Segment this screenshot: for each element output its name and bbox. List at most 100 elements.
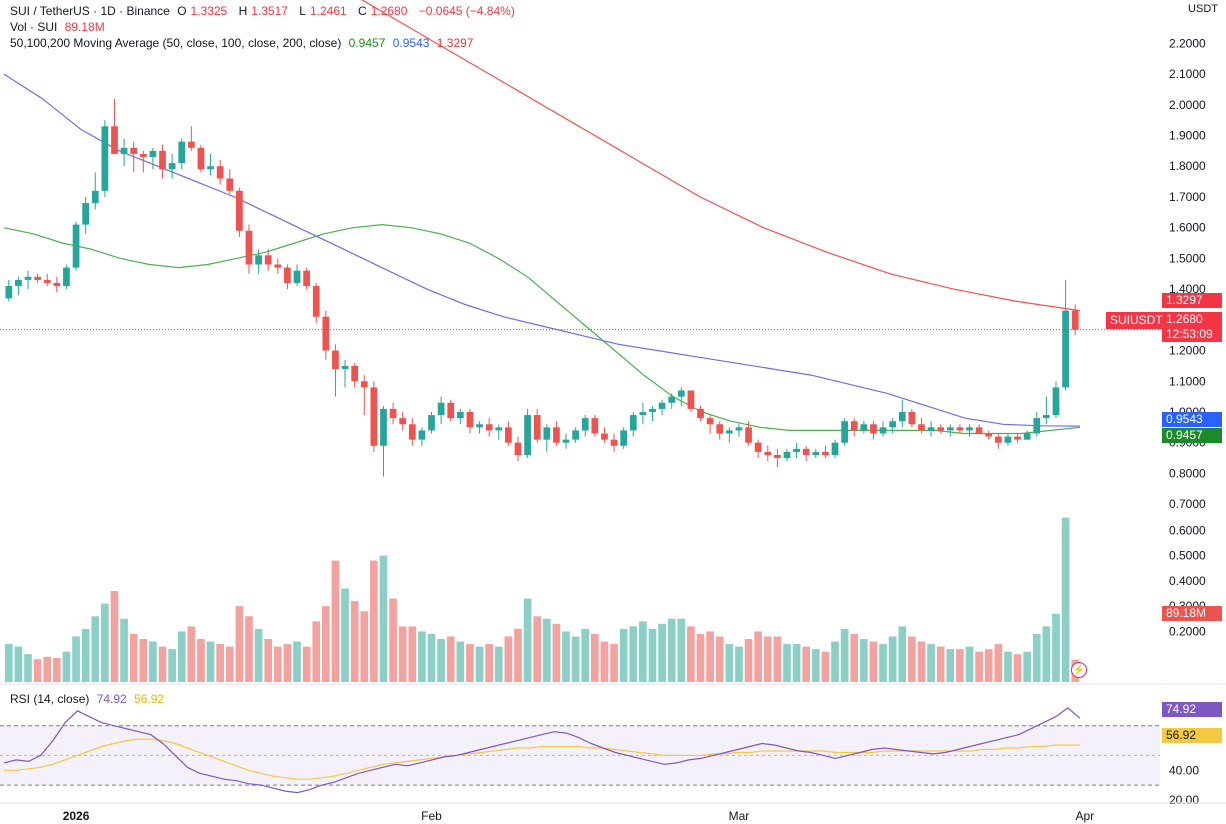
- volume-bar: [466, 644, 474, 682]
- last-price-value: 1.2680: [1166, 312, 1203, 326]
- price-tick-label: 2.0000: [1169, 98, 1206, 112]
- volume-bar: [648, 628, 657, 682]
- price-tick-label: 1.1000: [1169, 374, 1206, 388]
- low-label: L 1.2461: [299, 4, 347, 18]
- volume-label: Vol · SUI: [10, 20, 58, 34]
- volume-bar: [91, 616, 100, 682]
- candle-body: [1033, 418, 1041, 434]
- volume-bar: [389, 598, 397, 682]
- volume-bar: [917, 641, 926, 682]
- candle-body: [312, 286, 320, 317]
- candle-body: [1014, 436, 1021, 440]
- candle-body: [293, 270, 301, 283]
- volume-bar: [62, 651, 71, 682]
- candle-body: [322, 316, 330, 351]
- candle-body: [82, 203, 90, 225]
- volume-bar: [792, 644, 801, 682]
- volume-bar: [744, 639, 753, 682]
- lightning-icon[interactable]: ⚡: [1071, 662, 1087, 678]
- candle-body: [562, 439, 570, 443]
- volume-bar: [293, 641, 301, 682]
- volume-bar: [783, 644, 791, 682]
- candle-body: [476, 424, 483, 428]
- volume-bar: [1052, 613, 1060, 682]
- candle-body: [543, 427, 551, 440]
- rsi-label: RSI (14, close): [10, 692, 90, 706]
- volume-bar: [984, 649, 993, 682]
- volume-bar: [677, 618, 686, 682]
- volume-bar: [437, 639, 445, 682]
- volume-bar: [398, 626, 407, 682]
- volume-bar: [533, 616, 542, 682]
- volume-bar: [514, 628, 522, 682]
- candle-body: [994, 436, 1002, 443]
- candle-body: [677, 390, 685, 397]
- candle-body: [236, 190, 243, 231]
- volume-bar: [1023, 651, 1032, 682]
- volume-bar: [629, 626, 638, 682]
- volume-bar: [802, 646, 811, 682]
- candle-body: [466, 411, 474, 428]
- volume-bar: [571, 636, 580, 682]
- candle-body: [601, 433, 608, 440]
- candle-body: [898, 411, 906, 422]
- candle-body: [447, 402, 455, 419]
- volume-bar: [590, 633, 599, 682]
- candle-body: [687, 390, 695, 409]
- volume-bar: [341, 588, 349, 682]
- volume-bar: [715, 636, 724, 682]
- ma-label: 50,100,200 Moving Average (50, close, 10…: [10, 36, 342, 50]
- high-value: 1.3517: [251, 4, 288, 18]
- volume-bar: [273, 646, 282, 682]
- ma50-line: [3, 223, 1081, 435]
- volume-bar: [101, 603, 109, 682]
- candle-body: [505, 427, 512, 443]
- candle-body: [735, 427, 743, 431]
- candle-body: [956, 427, 964, 431]
- volume-bar: [456, 641, 465, 682]
- candle-body: [399, 418, 407, 425]
- volume-bar: [994, 644, 1003, 682]
- candle-body: [187, 141, 195, 148]
- volume-bar: [360, 611, 369, 682]
- price-tick-label: 0.6000: [1169, 523, 1206, 537]
- volume-bar: [33, 659, 42, 682]
- candle-body: [264, 255, 272, 265]
- candle-body: [841, 421, 848, 443]
- low-value: 1.2461: [309, 4, 347, 18]
- candle-body: [975, 427, 983, 434]
- candle-body: [139, 153, 147, 158]
- candle-body: [610, 439, 618, 446]
- price-tick-label: 1.7000: [1169, 190, 1206, 204]
- candle-body: [1071, 310, 1079, 330]
- volume-bar: [859, 639, 868, 682]
- candle-body: [332, 350, 339, 369]
- candle-body: [495, 427, 503, 431]
- volume-bar: [139, 639, 148, 682]
- candle-body: [428, 415, 435, 431]
- candle-body: [111, 126, 118, 154]
- volume-bar: [888, 636, 897, 682]
- candle-body: [697, 408, 704, 419]
- candle-body: [380, 408, 387, 446]
- symbol-tag: SUIUSDT: [1106, 312, 1167, 329]
- volume-bar: [302, 646, 311, 682]
- volume-bar: [177, 631, 186, 682]
- volume-bar: [370, 560, 378, 682]
- volume-bar: [946, 649, 955, 682]
- price-tick-label: 0.7000: [1169, 497, 1206, 511]
- candle-body: [639, 411, 647, 416]
- volume-bar: [706, 631, 714, 682]
- volume-bar: [197, 639, 205, 682]
- candle-body: [1062, 310, 1069, 388]
- volume-bar: [1032, 633, 1041, 682]
- volume-bar: [418, 631, 426, 682]
- candle-body: [764, 451, 772, 455]
- candle-body: [101, 126, 109, 191]
- candle-body: [668, 396, 676, 403]
- ma200-line: [360, 0, 1081, 312]
- volume-bar: [542, 618, 551, 682]
- candle-body: [793, 448, 800, 452]
